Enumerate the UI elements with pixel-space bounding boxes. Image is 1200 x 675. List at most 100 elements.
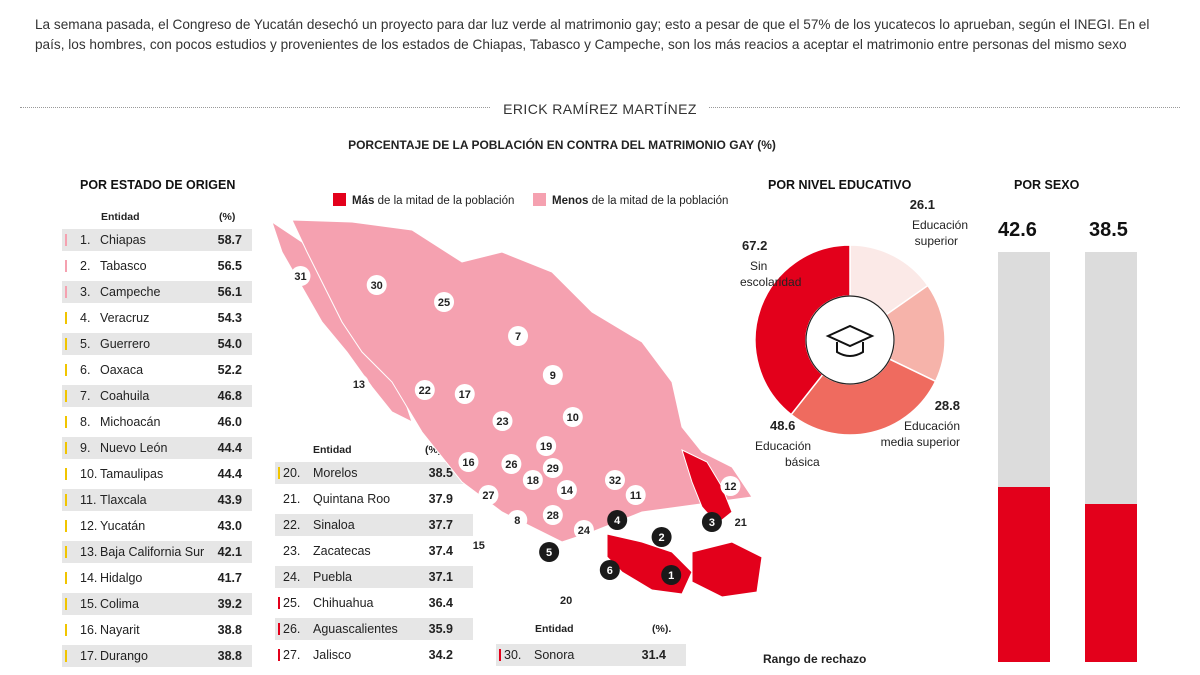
state-row: 12. Yucatán 43.0 [62, 515, 252, 537]
state-rank: 14. [80, 571, 98, 585]
map-state-number: 16 [462, 457, 474, 469]
map-state-number: 26 [505, 459, 517, 471]
state-name: Veracruz [100, 311, 150, 325]
donut-label: escolaridad [740, 275, 801, 289]
state-row: 23. Zacatecas 37.4 [275, 540, 473, 562]
sex-bar-women-fill [1085, 504, 1137, 662]
map-state-number: 11 [630, 490, 642, 502]
map-state-circle [478, 485, 499, 505]
map-state-circle [348, 374, 369, 394]
legend-more-bold: Más [352, 195, 375, 207]
sex-bar-men-fill [998, 487, 1050, 662]
state-rank: 17. [80, 649, 98, 663]
map-state-circle [522, 470, 543, 490]
state-row-marker [278, 467, 280, 479]
state-row: 20. Morelos 38.5 [275, 462, 473, 484]
state-row: 5. Guerrero 54.0 [62, 333, 252, 355]
state-name: Tabasco [100, 259, 147, 273]
table3-header-pct: (%). [652, 623, 672, 635]
state-row-marker [65, 442, 67, 454]
map-state-number: 12 [724, 481, 736, 493]
states-section-title: POR ESTADO DE ORIGEN [80, 178, 236, 192]
state-row-marker [65, 468, 67, 480]
rejection-range-label: Rango de rechazo [763, 652, 867, 666]
state-name: Zacatecas [313, 544, 371, 558]
state-name: Nuevo León [100, 441, 168, 455]
donut-label: Educación [755, 439, 811, 453]
map-state-number: 5 [546, 547, 552, 559]
state-name: Colima [100, 597, 139, 611]
sex-value-women: 38.5 [1089, 219, 1128, 241]
map-state-number: 22 [419, 385, 431, 397]
map-state-number: 31 [294, 271, 306, 283]
state-rank: 26. [283, 622, 301, 636]
state-name: Guerrero [100, 337, 151, 351]
table1-header-pct: (%) [219, 211, 236, 223]
state-name: Quintana Roo [313, 492, 391, 506]
education-donut: 26.1 Educación superior 67.2 Sin escolaridad 2… [740, 197, 968, 469]
state-name: Oaxaca [100, 363, 144, 377]
map-state-number: 7 [515, 331, 521, 343]
state-row-marker [65, 598, 67, 610]
map-state-circle [501, 454, 522, 474]
byline-text: ERICK RAMÍREZ MARTÍNEZ [491, 101, 709, 117]
state-rank: 4. [80, 311, 91, 325]
donut-label: 28.8 [935, 398, 960, 413]
state-row: 22. Sinaloa 37.7 [275, 514, 473, 536]
state-row: 10. Tamaulipas 44.4 [62, 463, 252, 485]
map-state-number: 13 [353, 379, 365, 391]
donut-label: básica [785, 455, 820, 469]
map-state-number: 18 [527, 475, 539, 487]
state-row-marker [65, 364, 67, 376]
legend-swatch-pink [533, 193, 546, 206]
donut-label: superior [915, 234, 958, 248]
state-row-marker [499, 649, 501, 661]
donut-label: 26.1 [910, 197, 935, 212]
state-rank: 12. [80, 519, 98, 533]
map-state-number: 3 [709, 517, 715, 529]
state-row-marker [278, 649, 280, 661]
state-row: 4. Veracruz 54.3 [62, 307, 252, 329]
state-rank: 30. [504, 648, 522, 662]
state-value: 38.8 [217, 623, 242, 637]
state-row-marker [65, 494, 67, 506]
state-value: 56.1 [217, 285, 242, 299]
state-row-marker [65, 572, 67, 584]
sex-value-men: 42.6 [998, 219, 1037, 241]
map-state-circle [651, 527, 672, 547]
map-state-circle [508, 326, 529, 346]
state-value: 44.4 [217, 441, 242, 455]
state-name: Tamaulipas [100, 467, 164, 481]
state-row-marker [65, 520, 67, 532]
donut-label: Educación [904, 419, 960, 433]
map-state-circle [458, 452, 479, 472]
state-rank: 6. [80, 363, 91, 377]
map-oaxaca [691, 541, 762, 598]
map-state-circle [536, 436, 557, 456]
state-row: 16. Nayarit 38.8 [62, 619, 252, 641]
state-rank: 20. [283, 466, 301, 480]
map-state-circle [599, 560, 620, 580]
state-value: 37.4 [428, 544, 453, 558]
map-state-number: 21 [735, 517, 747, 529]
state-row-marker [278, 597, 280, 609]
state-row-marker [65, 650, 67, 662]
state-row: 17. Durango 38.8 [62, 645, 252, 667]
state-value: 58.7 [217, 233, 242, 247]
sex-bar-women [1085, 252, 1137, 662]
state-row-marker [65, 546, 67, 558]
state-name: Hidalgo [100, 571, 143, 585]
legend-less-bold: Menos [552, 195, 589, 207]
state-row: 21. Quintana Roo 37.9 [275, 488, 473, 510]
state-name: Michoacán [100, 415, 161, 429]
state-row-marker [65, 312, 67, 324]
state-value: 37.9 [428, 492, 453, 506]
sex-section-title: POR SEXO [1014, 178, 1080, 192]
state-row-marker [65, 416, 67, 428]
map-state-number: 19 [540, 441, 552, 453]
state-row: 30. Sonora 31.4 [496, 644, 686, 666]
state-value: 38.5 [428, 466, 453, 480]
state-rank: 9. [80, 441, 91, 455]
